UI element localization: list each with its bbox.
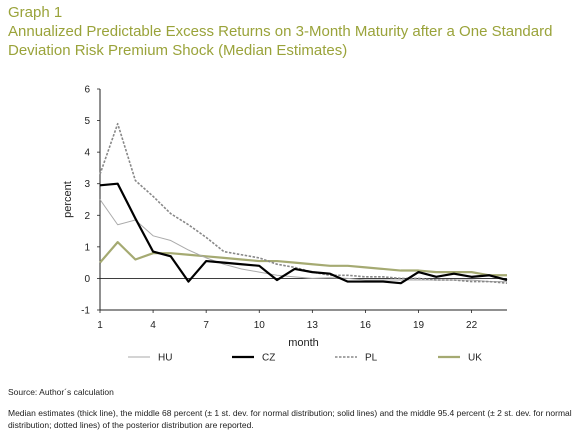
x-tick-label: 1 [97,320,103,331]
legend-label-hu: HU [158,353,172,364]
series-line-uk [99,241,507,277]
series-line-pl [99,122,508,284]
footnote: Median estimates (thick line), the middl… [8,408,572,430]
legend-label-pl: PL [365,353,378,364]
y-tick-label: 2 [84,211,90,222]
y-tick-label: 5 [84,116,90,127]
y-axis-title: percent [62,181,74,218]
y-tick-label: -1 [81,306,90,317]
x-tick-label: 16 [360,320,372,331]
x-tick-label: 19 [413,320,425,331]
y-tick-label: 6 [84,85,90,96]
x-tick-label: 10 [254,320,266,331]
chart-legend: HU CZ PL UK [128,353,482,364]
y-tick-label: 3 [84,179,90,190]
legend-label-uk: UK [468,353,482,364]
x-tick-label: 13 [307,320,319,331]
chart-series [99,122,508,285]
chart-axes: -1 0 1 2 3 4 5 6 1 4 7 10 13 16 19 22 month percent [62,85,507,349]
graph-number: Graph 1 [8,4,63,21]
y-tick-label: 0 [84,274,90,285]
source-note: Source: Author´s calculation [8,387,114,397]
x-tick-label: 4 [150,320,156,331]
series-line-cz [99,182,508,285]
x-tick-label: 22 [466,320,478,331]
chart-title: Annualized Predictable Excess Returns on… [8,23,553,59]
legend-label-cz: CZ [262,353,275,364]
y-tick-label: 1 [84,242,90,253]
x-axis-title: month [288,337,319,349]
y-tick-label: 4 [84,148,90,159]
x-tick-label: 7 [203,320,209,331]
